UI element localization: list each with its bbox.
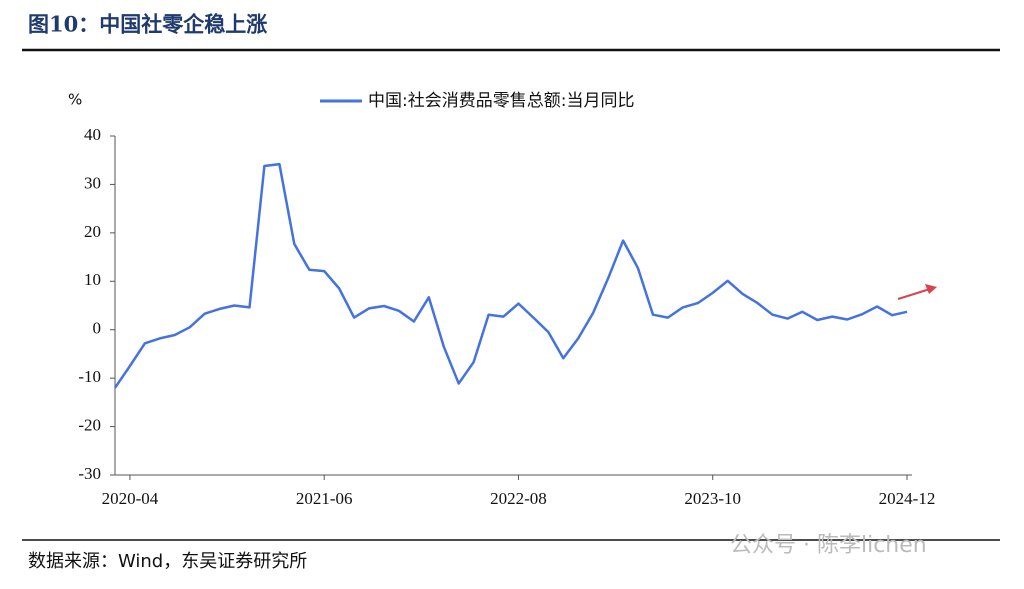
- chart-title: 图10：中国社零企稳上涨: [28, 12, 267, 37]
- y-tick-label: 10: [84, 270, 101, 289]
- data-line: [113, 162, 908, 389]
- y-tick-label: 40: [84, 125, 101, 144]
- x-tick-label: 2022-08: [490, 489, 547, 508]
- y-tick-label: -10: [78, 367, 101, 386]
- x-tick-label: 2024-12: [879, 489, 936, 508]
- y-tick-label: 20: [84, 222, 101, 241]
- y-tick-label: 30: [84, 173, 101, 192]
- x-tick-label: 2021-06: [296, 489, 353, 508]
- y-tick-label: -20: [78, 415, 101, 434]
- source: 数据来源：Wind，东吴证券研究所: [28, 551, 307, 572]
- watermark: 公众号 · 陈李lichen: [730, 533, 927, 558]
- x-tick-label: 2020-04: [102, 489, 159, 508]
- y-axis-label: %: [68, 91, 82, 109]
- trend-arrow: [897, 288, 931, 300]
- y-tick-label: -30: [78, 464, 101, 483]
- trend-arrow-head: [925, 284, 937, 294]
- legend-label: 中国:社会消费品零售总额:当月同比: [368, 91, 634, 111]
- x-tick-label: 2023-10: [684, 489, 741, 508]
- y-tick-label: 0: [93, 319, 102, 338]
